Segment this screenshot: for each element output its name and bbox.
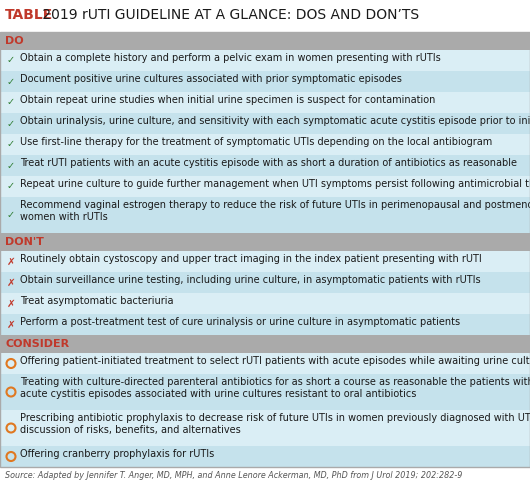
Bar (0, 251, 530, 272)
Bar (0, 71, 530, 92)
Bar (0, 353, 530, 374)
Bar (0, 50, 530, 71)
Text: ✓: ✓ (7, 182, 15, 192)
Text: Recommend vaginal estrogen therapy to reduce the risk of future UTIs in perimeno: Recommend vaginal estrogen therapy to re… (20, 200, 530, 222)
Text: ✓: ✓ (7, 97, 15, 107)
Text: Treating with culture-directed parenteral antibiotics for as short a course as r: Treating with culture-directed parentera… (20, 377, 530, 399)
Text: 2019 rUTI GUIDELINE AT A GLANCE: DOS AND DON’TS: 2019 rUTI GUIDELINE AT A GLANCE: DOS AND… (38, 8, 419, 22)
Text: ✓: ✓ (7, 56, 15, 65)
Text: CONSIDER: CONSIDER (5, 339, 69, 349)
Bar (0, 197, 530, 233)
Bar (0, 272, 530, 293)
Text: ✓: ✓ (7, 76, 15, 87)
Text: Treat rUTI patients with an acute cystitis episode with as short a duration of a: Treat rUTI patients with an acute cystit… (20, 158, 517, 168)
Bar (0, 446, 530, 467)
Text: ✓: ✓ (7, 161, 15, 170)
Bar (0, 410, 530, 446)
Bar (0, 113, 530, 134)
Bar (0, 335, 530, 353)
Bar (0, 155, 530, 176)
Text: Perform a post-treatment test of cure urinalysis or urine culture in asymptomati: Perform a post-treatment test of cure ur… (20, 317, 460, 327)
Text: ✓: ✓ (7, 139, 15, 150)
Text: ✗: ✗ (6, 257, 15, 267)
Text: Use first-line therapy for the treatment of symptomatic UTIs depending on the lo: Use first-line therapy for the treatment… (20, 137, 492, 147)
Bar (0, 32, 530, 50)
Bar (0, 32, 530, 467)
Bar (0, 233, 530, 251)
Text: Obtain urinalysis, urine culture, and sensitivity with each symptomatic acute cy: Obtain urinalysis, urine culture, and se… (20, 116, 530, 126)
Bar (0, 134, 530, 155)
Text: Source: Adapted by Jennifer T. Anger, MD, MPH, and Anne Lenore Ackerman, MD, PhD: Source: Adapted by Jennifer T. Anger, MD… (5, 471, 462, 480)
Text: Document positive urine cultures associated with prior symptomatic episodes: Document positive urine cultures associa… (20, 74, 402, 84)
Text: Obtain a complete history and perform a pelvic exam in women presenting with rUT: Obtain a complete history and perform a … (20, 53, 441, 63)
Text: Repeat urine culture to guide further management when UTI symptoms persist follo: Repeat urine culture to guide further ma… (20, 179, 530, 189)
Text: DO: DO (5, 36, 24, 46)
Text: Routinely obtain cystoscopy and upper tract imaging in the index patient present: Routinely obtain cystoscopy and upper tr… (20, 254, 482, 264)
Text: Treat asymptomatic bacteriuria: Treat asymptomatic bacteriuria (20, 296, 173, 306)
Text: ✗: ✗ (6, 319, 15, 330)
Text: ✓: ✓ (7, 210, 15, 220)
Bar (0, 176, 530, 197)
Text: ✗: ✗ (6, 299, 15, 308)
Text: TABLE: TABLE (5, 8, 53, 22)
Text: ✓: ✓ (7, 119, 15, 128)
Bar (0, 293, 530, 314)
Text: DON'T: DON'T (5, 237, 44, 247)
Bar (0, 314, 530, 335)
Text: Offering patient-initiated treatment to select rUTI patients with acute episodes: Offering patient-initiated treatment to … (20, 356, 530, 366)
Bar (0, 374, 530, 410)
Text: Obtain surveillance urine testing, including urine culture, in asymptomatic pati: Obtain surveillance urine testing, inclu… (20, 275, 481, 285)
Bar (0, 92, 530, 113)
Text: ✗: ✗ (6, 277, 15, 287)
Text: Obtain repeat urine studies when initial urine specimen is suspect for contamina: Obtain repeat urine studies when initial… (20, 95, 435, 105)
Text: Prescribing antibiotic prophylaxis to decrease risk of future UTIs in women prev: Prescribing antibiotic prophylaxis to de… (20, 413, 530, 435)
Text: Offering cranberry prophylaxis for rUTIs: Offering cranberry prophylaxis for rUTIs (20, 449, 214, 459)
